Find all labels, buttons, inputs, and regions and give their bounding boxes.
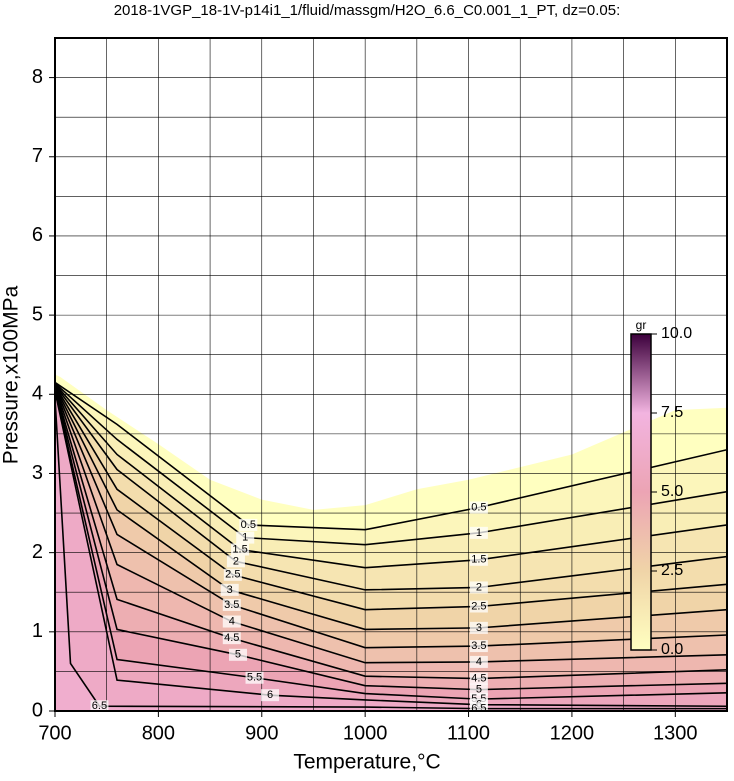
contour-line [55, 390, 727, 700]
contour-label: 1.5 [232, 543, 247, 555]
contour-label-box [222, 615, 241, 628]
contour-line [55, 382, 727, 546]
colorbar-tick-label: 0.0 [661, 641, 683, 658]
contour-line [55, 386, 727, 631]
colorbar-tick-label: 10.0 [661, 325, 692, 342]
contour-label: 0.5 [471, 501, 486, 513]
contour-label: 4.5 [471, 672, 486, 684]
plot-frame [54, 37, 728, 712]
chart-title: 2018-1VGP_18-1V-p14i1_1/fluid/massgm/H2O… [114, 2, 621, 19]
contour-label-box [228, 648, 247, 661]
contour-line [55, 383, 727, 569]
contour-label-box [239, 518, 258, 531]
x-tick-label: 900 [245, 722, 278, 744]
contour-line [55, 381, 727, 531]
contour-label: 1 [242, 532, 248, 544]
contour-label-box [245, 671, 264, 684]
y-tick-label: 8 [32, 66, 43, 88]
contour-label-box [261, 689, 280, 702]
contour-line [55, 387, 727, 664]
contour-label: 2 [233, 555, 239, 567]
colorbar-tick-label: 5.0 [661, 483, 683, 500]
y-tick-label: 3 [32, 462, 43, 484]
colorbar [630, 333, 652, 651]
contour-label: 6 [267, 689, 273, 701]
contour-label: 2 [476, 581, 482, 593]
contour-label-box [222, 598, 241, 611]
contour-label-box [469, 553, 488, 566]
contour-label-box [469, 702, 488, 711]
x-tick-label: 1100 [447, 722, 490, 744]
contour-label-box [231, 543, 250, 556]
contour-line [55, 390, 727, 708]
contour-label-box [469, 581, 488, 594]
contour-label: 5.5 [247, 672, 262, 684]
contour-label-box [223, 568, 242, 581]
colorbar-tick-label: 2.5 [661, 562, 683, 579]
contour-label: 3.5 [471, 640, 486, 652]
contour-label-box [469, 621, 488, 634]
y-tick-label: 1 [32, 620, 43, 642]
contour-label-box [220, 583, 239, 596]
contour-label: 1 [476, 527, 482, 539]
x-tick-label: 1200 [550, 722, 595, 744]
contour-label-box [469, 683, 488, 696]
x-tick-label: 800 [142, 722, 175, 744]
x-tick-label: 700 [38, 722, 71, 744]
y-tick-label: 7 [32, 145, 43, 167]
contour-label-box [222, 632, 241, 645]
y-tick-label: 4 [32, 383, 43, 405]
contour-fill [55, 387, 727, 711]
contour-label: 1.5 [471, 554, 486, 566]
contour-label-box [90, 700, 109, 711]
contour-label: 0.5 [241, 519, 256, 531]
contour-line [55, 384, 727, 591]
contour-label: 3 [476, 622, 482, 634]
contour-line [55, 386, 727, 649]
contour-label: 3 [227, 584, 233, 596]
contour-label: 5 [476, 684, 482, 696]
contour-label: 4 [476, 656, 482, 668]
contour-label: 2.5 [471, 600, 486, 612]
x-axis-label: Temperature,°C [293, 751, 440, 774]
y-tick-label: 5 [32, 303, 43, 325]
contour-label-box [469, 600, 488, 613]
x-tick-label: 1000 [343, 722, 388, 744]
overlay: 700 800 900 1000 1100 1200 1300012345678gr0.02… [32, 37, 728, 744]
contour-label: 5 [235, 649, 241, 661]
contour-line [55, 388, 727, 680]
contour-label-box [469, 672, 488, 685]
colorbar-tick-label: 7.5 [661, 404, 683, 421]
contour-label-box [469, 640, 488, 653]
contour-label-box [236, 531, 255, 544]
contour-label-box [226, 555, 245, 568]
contour-fill [55, 390, 727, 711]
contour-label: 4.5 [224, 632, 239, 644]
x-tick-label: 1300 [653, 722, 698, 744]
contour-label: 6.5 [471, 703, 486, 715]
contour-label: 2.5 [225, 569, 240, 581]
y-axis-label: Pressure,x100MPa [0, 285, 23, 464]
contour-label-box [469, 526, 488, 539]
contour-label: 4 [229, 615, 235, 627]
contour-label-box [469, 501, 488, 514]
contour-line [55, 385, 727, 611]
contour-label: 3.5 [224, 599, 239, 611]
plot-area: 0.50.51 11.51.5222.52.5333.53.5444.54.555… [55, 38, 727, 715]
contour-label: 6.5 [92, 700, 107, 712]
colorbar-label: gr [636, 318, 647, 332]
contour-line [55, 398, 727, 710]
contour-line [55, 389, 727, 691]
y-tick-label: 2 [32, 541, 43, 563]
y-tick-label: 6 [32, 224, 43, 246]
y-tick-label: 0 [32, 699, 43, 721]
contour-label-box [469, 655, 488, 668]
